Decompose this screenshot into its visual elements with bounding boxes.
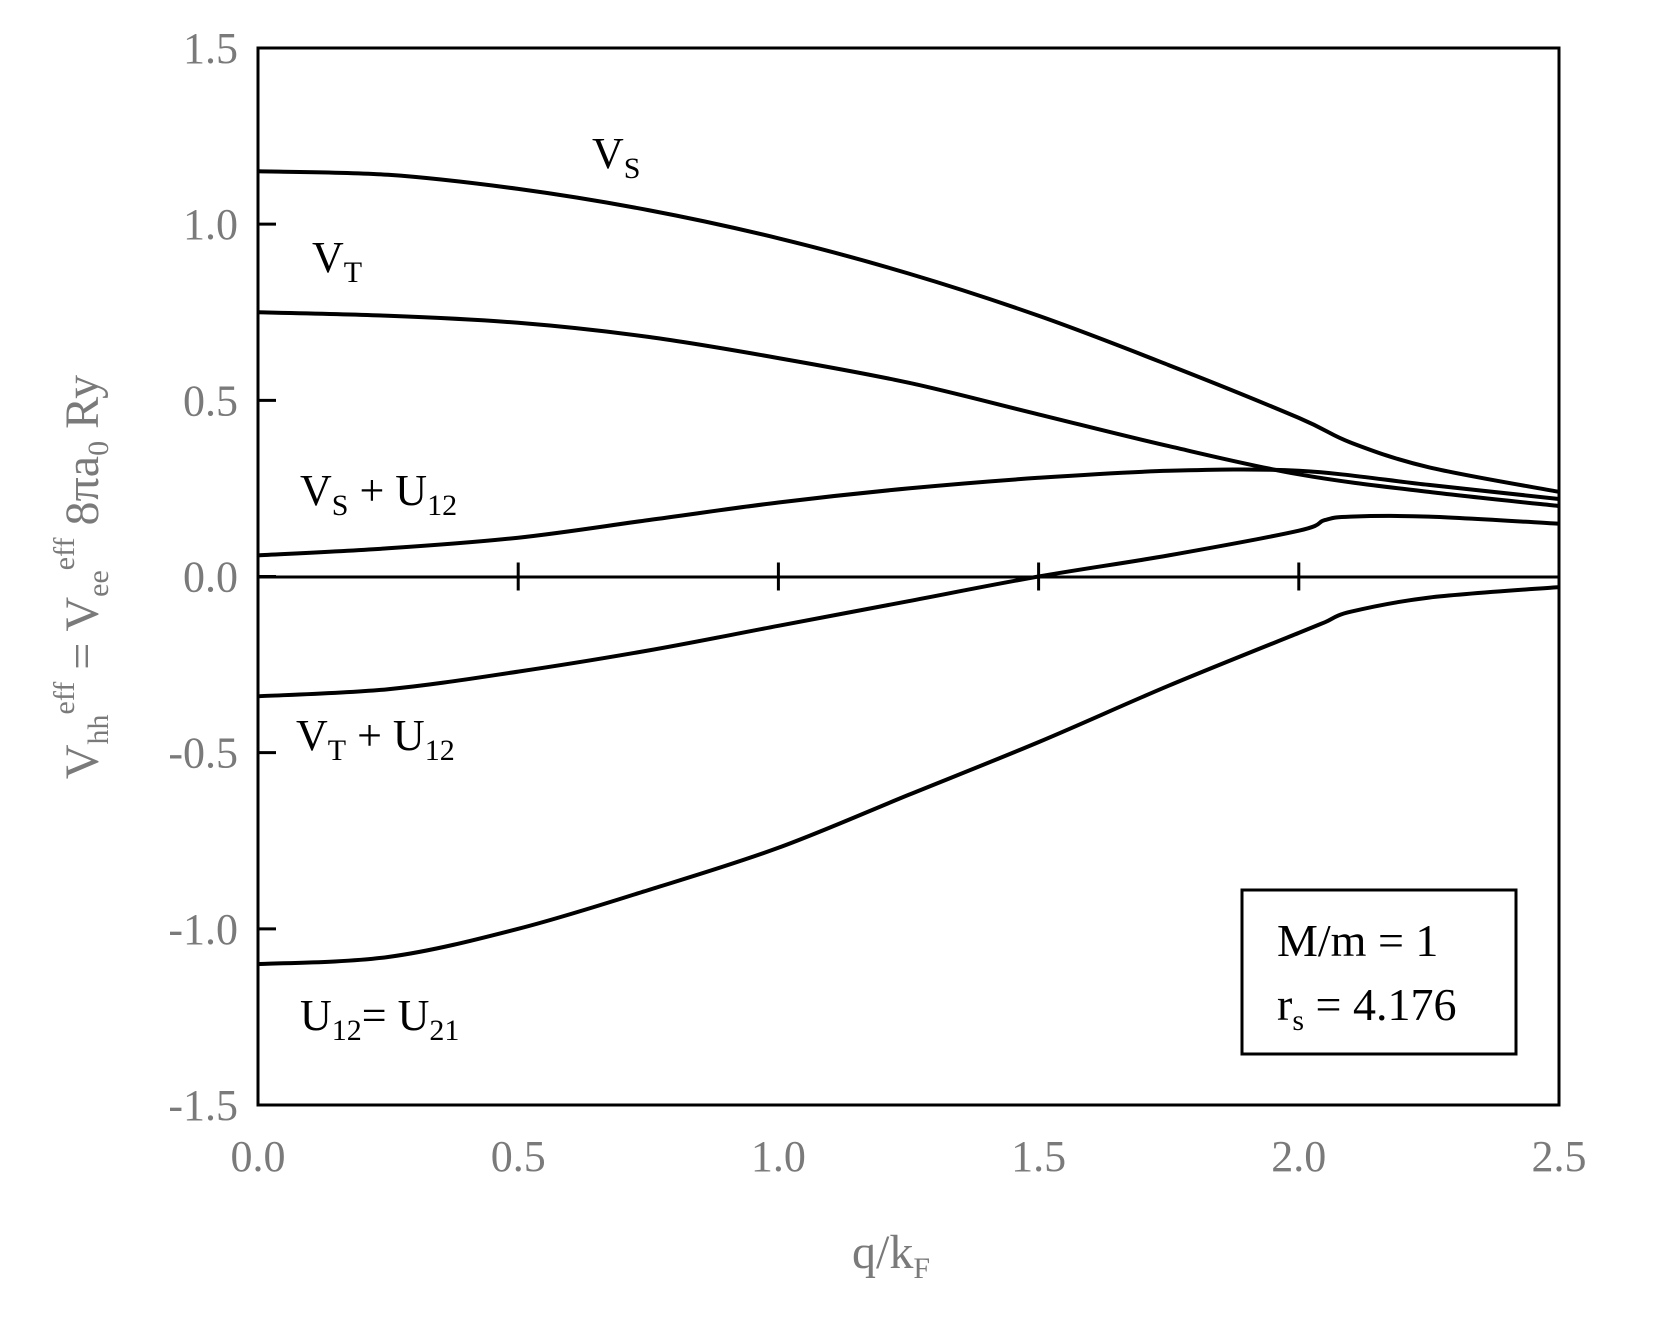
y-tick-label: -0.5	[168, 729, 238, 778]
y-axis-title: Vhheff = Veeeff 8πa0 Ry	[48, 375, 115, 779]
y-tick-label: 0.0	[183, 553, 238, 602]
x-tick-label: 1.5	[1011, 1132, 1066, 1181]
legend-frame	[1240, 888, 1518, 1056]
curves-layer	[257, 169, 1560, 967]
y-tick-label: 1.0	[183, 200, 238, 249]
legend-box: M/m = 1 rs = 4.176	[1240, 888, 1518, 1056]
ticks-layer: 1.51.00.50.0-0.5-1.0-1.50.0 0.5 1.0 1.5 2.0 2…	[168, 24, 1586, 1181]
series-line-4	[257, 585, 1560, 967]
y-tick-label: -1.0	[168, 905, 238, 954]
x-tick-label: 1.0	[751, 1132, 806, 1181]
y-tick-label: 1.5	[183, 24, 238, 73]
label-vt-plus-u12: VT + U12	[296, 711, 455, 767]
x-tick-label: 2.5	[1532, 1132, 1587, 1181]
x-tick-label: 0.5	[491, 1132, 546, 1181]
series-line-2	[257, 467, 1560, 558]
series-line-1	[257, 310, 1560, 508]
x-axis-title: q/kF	[852, 1226, 930, 1285]
x-tick-label: 2.0	[1271, 1132, 1326, 1181]
legend-rs: rs = 4.176	[1277, 979, 1456, 1037]
series-line-0	[257, 169, 1560, 494]
y-tick-label: -1.5	[168, 1081, 238, 1130]
label-vt: VT	[312, 233, 362, 289]
label-u12-u21: U12= U21	[300, 991, 459, 1047]
label-vs: VS	[592, 129, 640, 185]
series-line-3	[257, 513, 1560, 699]
y-tick-label: 0.5	[183, 376, 238, 425]
x-tick-label: 0.0	[231, 1132, 286, 1181]
label-vs-plus-u12: VS + U12	[300, 466, 457, 522]
legend-mass-ratio: M/m = 1	[1277, 915, 1438, 966]
